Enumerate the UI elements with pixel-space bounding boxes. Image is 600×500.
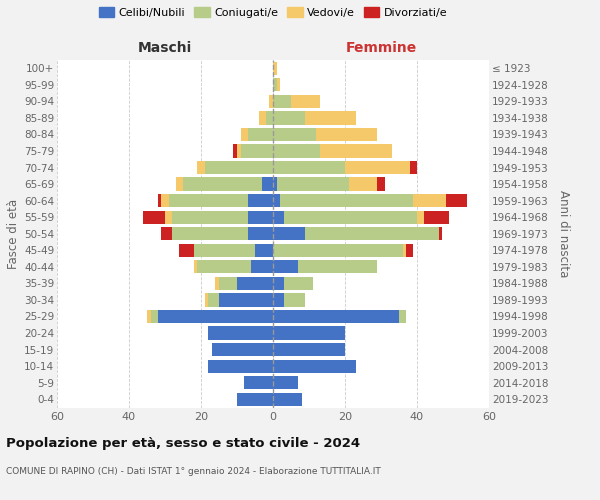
Bar bbox=[273, 260, 298, 274]
Bar bbox=[273, 277, 284, 290]
Bar bbox=[291, 95, 320, 108]
Bar bbox=[406, 244, 413, 257]
Bar bbox=[248, 128, 273, 141]
Bar bbox=[205, 294, 208, 306]
Bar bbox=[161, 194, 169, 207]
Bar bbox=[284, 277, 313, 290]
Bar bbox=[248, 194, 273, 207]
Bar bbox=[273, 62, 277, 75]
Bar bbox=[172, 227, 248, 240]
Bar bbox=[273, 326, 345, 340]
Bar bbox=[413, 194, 446, 207]
Bar bbox=[273, 227, 305, 240]
Bar bbox=[208, 294, 219, 306]
Bar bbox=[266, 112, 273, 124]
Bar bbox=[439, 227, 442, 240]
Bar bbox=[208, 360, 273, 373]
Bar bbox=[179, 244, 194, 257]
Bar bbox=[176, 178, 183, 190]
Bar bbox=[284, 210, 417, 224]
Bar bbox=[273, 360, 356, 373]
Bar bbox=[244, 376, 273, 390]
Bar bbox=[158, 310, 273, 323]
Bar bbox=[377, 178, 385, 190]
Bar bbox=[298, 260, 377, 274]
Bar bbox=[248, 227, 273, 240]
Bar bbox=[446, 194, 467, 207]
Bar bbox=[273, 244, 403, 257]
Bar bbox=[273, 178, 277, 190]
Bar bbox=[169, 194, 248, 207]
Bar bbox=[345, 161, 410, 174]
Bar bbox=[219, 294, 273, 306]
Bar bbox=[143, 210, 165, 224]
Bar bbox=[277, 78, 280, 92]
Bar bbox=[215, 277, 219, 290]
Bar bbox=[277, 178, 349, 190]
Bar bbox=[237, 392, 273, 406]
Bar bbox=[320, 144, 392, 158]
Text: Maschi: Maschi bbox=[138, 41, 192, 55]
Bar bbox=[248, 210, 273, 224]
Bar bbox=[259, 112, 266, 124]
Bar bbox=[208, 326, 273, 340]
Bar bbox=[273, 210, 284, 224]
Bar bbox=[284, 294, 305, 306]
Bar bbox=[417, 210, 424, 224]
Bar bbox=[316, 128, 377, 141]
Bar bbox=[273, 95, 291, 108]
Bar bbox=[273, 376, 298, 390]
Bar bbox=[205, 161, 273, 174]
Y-axis label: Fasce di età: Fasce di età bbox=[7, 198, 20, 269]
Bar bbox=[410, 161, 417, 174]
Y-axis label: Anni di nascita: Anni di nascita bbox=[557, 190, 570, 278]
Bar bbox=[183, 178, 262, 190]
Text: Popolazione per età, sesso e stato civile - 2024: Popolazione per età, sesso e stato civil… bbox=[6, 438, 360, 450]
Bar bbox=[241, 128, 248, 141]
Bar bbox=[280, 194, 413, 207]
Bar bbox=[161, 227, 172, 240]
Bar bbox=[273, 194, 280, 207]
Bar bbox=[233, 144, 237, 158]
Legend: Celibi/Nubili, Coniugati/e, Vedovi/e, Divorziati/e: Celibi/Nubili, Coniugati/e, Vedovi/e, Di… bbox=[94, 3, 452, 22]
Bar bbox=[273, 294, 284, 306]
Bar bbox=[273, 112, 305, 124]
Bar bbox=[269, 95, 273, 108]
Bar bbox=[197, 161, 205, 174]
Bar bbox=[262, 178, 273, 190]
Bar bbox=[172, 210, 248, 224]
Bar bbox=[273, 161, 345, 174]
Bar bbox=[219, 277, 237, 290]
Bar bbox=[237, 277, 273, 290]
Bar bbox=[197, 260, 251, 274]
Text: COMUNE DI RAPINO (CH) - Dati ISTAT 1° gennaio 2024 - Elaborazione TUTTITALIA.IT: COMUNE DI RAPINO (CH) - Dati ISTAT 1° ge… bbox=[6, 468, 381, 476]
Bar bbox=[273, 128, 316, 141]
Bar bbox=[349, 178, 377, 190]
Bar bbox=[194, 244, 255, 257]
Bar bbox=[212, 343, 273, 356]
Bar bbox=[273, 144, 320, 158]
Bar bbox=[194, 260, 197, 274]
Bar bbox=[255, 244, 273, 257]
Bar bbox=[147, 310, 151, 323]
Bar bbox=[273, 78, 277, 92]
Bar bbox=[237, 144, 241, 158]
Bar bbox=[273, 392, 302, 406]
Bar bbox=[305, 227, 439, 240]
Bar bbox=[241, 144, 273, 158]
Bar bbox=[305, 112, 356, 124]
Bar bbox=[251, 260, 273, 274]
Bar bbox=[273, 310, 399, 323]
Bar bbox=[399, 310, 406, 323]
Text: Femmine: Femmine bbox=[346, 41, 416, 55]
Bar bbox=[403, 244, 406, 257]
Bar bbox=[424, 210, 449, 224]
Bar bbox=[165, 210, 172, 224]
Bar bbox=[158, 194, 161, 207]
Bar bbox=[151, 310, 158, 323]
Bar bbox=[273, 343, 345, 356]
